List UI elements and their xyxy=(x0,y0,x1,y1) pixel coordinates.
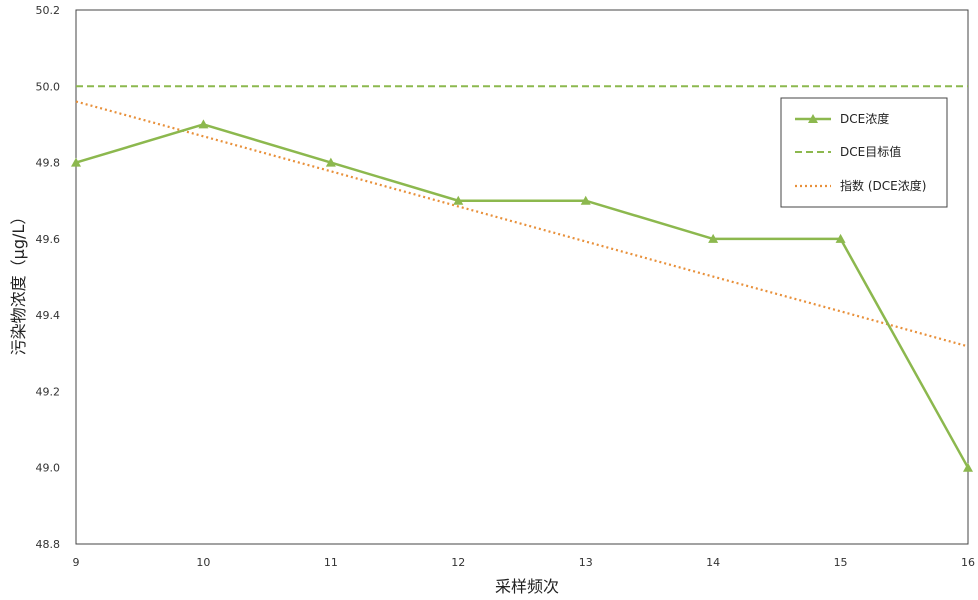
y-tick-label: 50.2 xyxy=(36,4,61,17)
data-point-marker xyxy=(71,157,81,167)
y-tick-label: 48.8 xyxy=(36,538,61,551)
x-tick-label: 11 xyxy=(324,556,338,569)
x-axis-ticks: 9 10 11 12 13 14 15 16 xyxy=(73,556,976,569)
legend-label: DCE目标值 xyxy=(840,144,901,159)
series-layer xyxy=(71,85,973,472)
x-tick-label: 15 xyxy=(834,556,848,569)
data-point-marker xyxy=(963,462,973,472)
y-tick-label: 49.8 xyxy=(36,157,61,170)
data-point-marker xyxy=(835,233,846,243)
y-tick-label: 49.4 xyxy=(36,309,61,322)
y-tick-label: 50.0 xyxy=(36,80,61,93)
data-point-marker xyxy=(708,233,719,243)
x-axis-title: 采样频次 xyxy=(495,577,559,596)
data-point-marker xyxy=(325,157,336,167)
x-tick-label: 10 xyxy=(196,556,210,569)
data-point-marker xyxy=(198,119,209,129)
y-tick-label: 49.6 xyxy=(36,233,61,246)
series-line-trend xyxy=(75,100,969,348)
y-axis-ticks: 48.8 49.0 49.2 49.4 49.6 49.8 50.0 50.2 xyxy=(36,4,61,551)
x-tick-label: 16 xyxy=(961,556,975,569)
x-tick-label: 13 xyxy=(579,556,593,569)
legend-label: 指数 (DCE浓度) xyxy=(840,178,926,193)
y-axis-title: 污染物浓度（μg/L） xyxy=(9,209,28,356)
series-line-concentration xyxy=(75,123,970,469)
data-point-marker xyxy=(453,195,464,205)
plot-area xyxy=(75,9,969,545)
legend-label: DCE浓度 xyxy=(840,111,889,126)
x-tick-label: 14 xyxy=(706,556,720,569)
x-tick-label: 12 xyxy=(451,556,465,569)
legend-marker xyxy=(808,114,818,123)
data-point-marker xyxy=(580,195,591,205)
y-tick-label: 49.2 xyxy=(36,385,61,398)
x-tick-label: 9 xyxy=(73,556,80,569)
y-tick-label: 49.0 xyxy=(36,462,61,475)
